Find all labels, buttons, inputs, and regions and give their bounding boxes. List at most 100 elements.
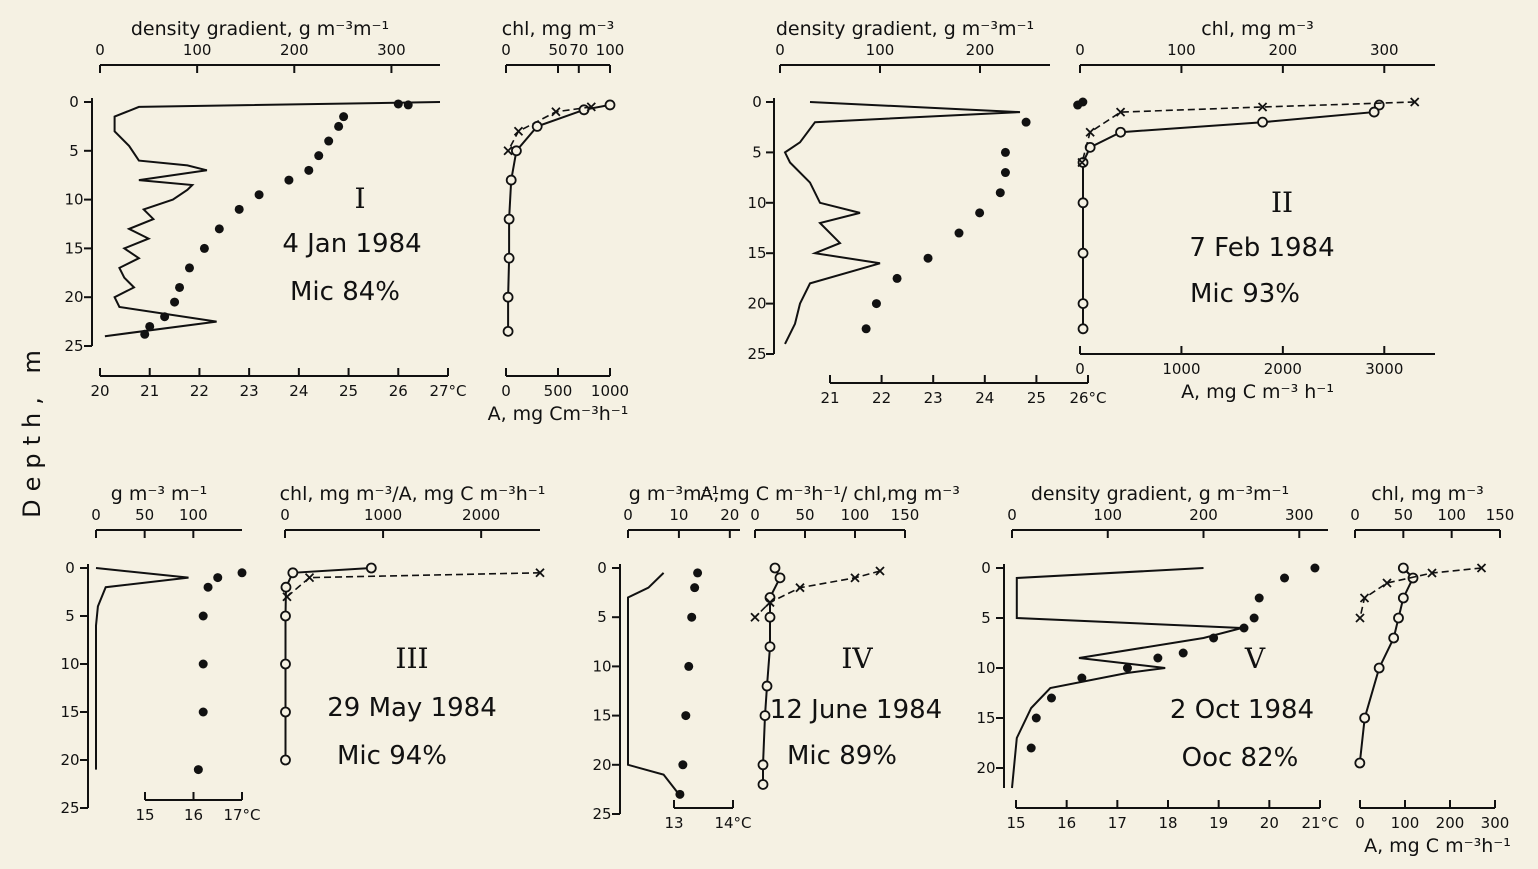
depth-tick-label: 10 — [976, 659, 995, 677]
panel-number: III — [395, 642, 428, 675]
temperature-point — [684, 661, 694, 671]
temperature-point — [199, 243, 209, 253]
chl-point — [280, 581, 292, 593]
a-tick-label: 1000 — [591, 382, 629, 400]
temp-tick-label: 20 — [90, 382, 109, 400]
production-line — [286, 572, 541, 598]
production-point — [304, 572, 315, 583]
depth-tick-label: 15 — [592, 707, 611, 725]
temp-tick-label: 25 — [1027, 389, 1046, 407]
density-tick-label: 0 — [1007, 506, 1017, 524]
density-tick-label: 0 — [775, 41, 785, 59]
a-axis-title: A, mg C m⁻³h⁻¹ — [1364, 835, 1511, 857]
production-point — [765, 597, 775, 608]
chl-tick-label: 50 — [548, 41, 567, 59]
chl-tick-label: 0 — [280, 506, 290, 524]
panel-number: IV — [841, 642, 873, 675]
temp-tick-label: 13 — [664, 814, 683, 832]
temp-tick-label: 16 — [1057, 814, 1076, 832]
temperature-point — [1026, 743, 1036, 753]
chl-point — [1388, 632, 1400, 644]
temp-tick-label: 15 — [1006, 814, 1025, 832]
a-tick-label: 200 — [1436, 814, 1465, 832]
density-tick-label: 200 — [280, 41, 309, 59]
depth-tick-label: 10 — [60, 655, 79, 673]
temp-tick-label: 17°C — [223, 806, 260, 824]
chl-tick-label: 0 — [1075, 41, 1085, 59]
chl-point — [1077, 197, 1089, 209]
chl-point — [1077, 298, 1089, 310]
chl-point — [1393, 612, 1404, 624]
density-tick-label: 200 — [1189, 506, 1218, 524]
a-tick-label: 0 — [501, 382, 511, 400]
temperature-point — [1249, 613, 1259, 623]
chl-point — [280, 706, 291, 718]
temp-tick-label: 21 — [820, 389, 839, 407]
temperature-point — [314, 151, 324, 161]
density-tick-label: 100 — [866, 41, 895, 59]
depth-tick-label: 20 — [592, 756, 611, 774]
chl-point — [1257, 116, 1268, 128]
temperature-point — [871, 299, 881, 309]
depth-tick-label: 5 — [597, 608, 607, 626]
density-tick-label: 100 — [1093, 506, 1122, 524]
a-tick-label: 100 — [1391, 814, 1420, 832]
chl-point — [280, 658, 291, 670]
temperature-point — [923, 253, 933, 263]
temperature-point — [954, 228, 964, 238]
depth-tick-label: 15 — [747, 244, 766, 262]
a-axis-title: A, mg C m⁻³ h⁻¹ — [1181, 381, 1334, 403]
depth-tick-label: 5 — [69, 142, 79, 160]
density-axis-title: density gradient, g m⁻³m⁻¹ — [776, 18, 1034, 40]
production-point — [513, 126, 524, 136]
density-tick-label: 50 — [135, 506, 154, 524]
production-point — [1257, 102, 1268, 112]
chl-tick-label: 100 — [596, 41, 625, 59]
chl-tick-label: 100 — [1167, 41, 1196, 59]
depth-tick-label: 15 — [60, 703, 79, 721]
density-tick-label: 100 — [183, 41, 212, 59]
chl-point — [280, 610, 291, 622]
depth-tick-label: 25 — [592, 805, 611, 823]
temperature-point — [1153, 653, 1163, 663]
production-point — [750, 612, 760, 622]
chl-point — [280, 754, 291, 766]
temperature-point — [1021, 117, 1031, 127]
production-point — [1115, 107, 1126, 117]
production-line — [1081, 101, 1415, 163]
temperature-point — [175, 282, 185, 292]
temperature-point — [1073, 100, 1083, 110]
chl-tick-label: 50 — [795, 506, 814, 524]
chl-point — [1077, 323, 1089, 335]
a-tick-label: 300 — [1481, 814, 1510, 832]
production-point — [1077, 157, 1087, 168]
density-tick-label: 10 — [669, 506, 688, 524]
panel-date: 4 Jan 1984 — [282, 229, 421, 259]
temperature-point — [693, 568, 703, 578]
temp-tick-label: 26 — [389, 382, 408, 400]
depth-tick-label: 10 — [747, 194, 766, 212]
a-tick-label: 0 — [1355, 814, 1365, 832]
panel-dominance: Ooc 82% — [1182, 743, 1299, 773]
temp-tick-label: 18 — [1158, 814, 1177, 832]
temperature-point — [198, 611, 208, 621]
depth-tick-label: 20 — [64, 288, 83, 306]
chl-tick-label: 0 — [1350, 506, 1360, 524]
chl-tick-label: 0 — [750, 506, 760, 524]
chl-axis-title: chl, mg m⁻³ — [1371, 483, 1484, 505]
temp-tick-label: 19 — [1209, 814, 1228, 832]
chl-line — [507, 103, 611, 332]
panel-number: I — [354, 182, 365, 215]
depth-tick-label: 10 — [592, 657, 611, 675]
chl-point — [1115, 126, 1126, 138]
temperature-point — [1077, 673, 1087, 683]
temp-tick-label: 16 — [184, 806, 203, 824]
temperature-point — [1046, 693, 1056, 703]
depth-tick-label: 15 — [64, 239, 83, 257]
temperature-point — [1178, 648, 1188, 658]
chl-line — [1082, 104, 1381, 329]
density-gradient-line — [95, 567, 189, 770]
temperature-point — [403, 100, 413, 110]
